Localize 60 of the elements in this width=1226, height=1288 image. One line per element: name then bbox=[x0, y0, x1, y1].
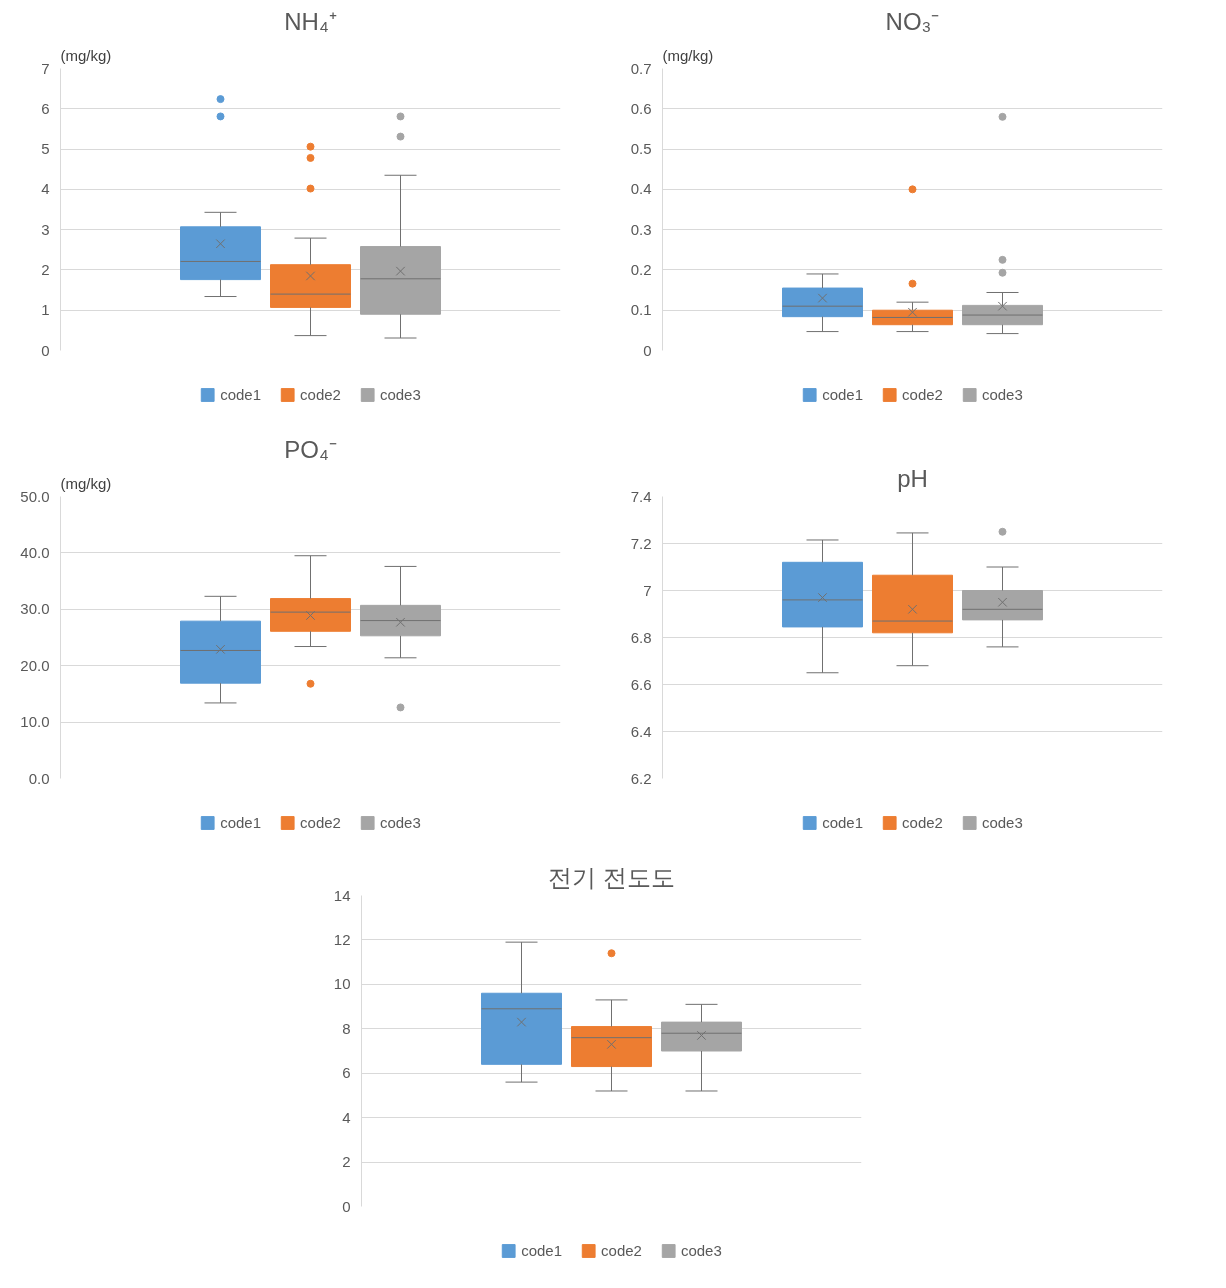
y-tick-label: 0.2 bbox=[630, 260, 652, 278]
legend-label: code3 bbox=[379, 813, 421, 831]
legend-label: code1 bbox=[521, 1241, 563, 1259]
y-tick-label: 14 bbox=[333, 886, 351, 904]
chart-title: pH bbox=[897, 464, 928, 492]
y-tick-label: 6.2 bbox=[630, 769, 652, 787]
legend-label: code2 bbox=[300, 385, 341, 403]
y-tick-label: 0.3 bbox=[630, 220, 652, 238]
y-tick-label: 10 bbox=[333, 975, 351, 993]
y-tick-label: 0.7 bbox=[630, 59, 652, 77]
chart-title: NH₄⁺ bbox=[284, 7, 337, 35]
legend-label: code3 bbox=[379, 385, 421, 403]
y-tick-label: 7.4 bbox=[630, 487, 652, 505]
y-tick-label: 20.0 bbox=[20, 656, 50, 674]
y-tick-label: 6.6 bbox=[630, 675, 652, 693]
y-tick-label: 6 bbox=[41, 99, 50, 117]
y-axis-title: (mg/kg) bbox=[60, 474, 112, 492]
legend-label: code3 bbox=[981, 385, 1023, 403]
y-tick-label: 12 bbox=[333, 930, 351, 948]
chart-title: PO₄⁻ bbox=[284, 435, 337, 463]
y-tick-label: 10.0 bbox=[20, 713, 50, 731]
y-tick-label: 2 bbox=[41, 260, 50, 278]
chart-title: 전기 전도도 bbox=[548, 863, 675, 891]
legend-label: code1 bbox=[220, 813, 262, 831]
y-axis-title: (mg/kg) bbox=[662, 46, 714, 64]
y-tick-label: 3 bbox=[41, 220, 50, 238]
y-tick-label: 2 bbox=[342, 1153, 351, 1171]
y-tick-label: 7 bbox=[643, 581, 652, 599]
legend-label: code1 bbox=[220, 385, 262, 403]
chart-title: NO₃⁻ bbox=[885, 7, 940, 35]
legend-label: code2 bbox=[300, 813, 341, 831]
y-tick-label: 0.0 bbox=[28, 769, 50, 787]
y-tick-label: 6 bbox=[342, 1064, 351, 1082]
y-tick-label: 0 bbox=[41, 341, 50, 359]
y-tick-label: 0 bbox=[342, 1197, 351, 1215]
legend-label: code1 bbox=[822, 813, 864, 831]
y-tick-label: 7.2 bbox=[630, 534, 652, 552]
y-tick-label: 8 bbox=[342, 1019, 351, 1037]
y-tick-label: 7 bbox=[41, 59, 50, 77]
y-tick-label: 6.8 bbox=[630, 628, 652, 646]
y-tick-label: 0.1 bbox=[630, 301, 652, 319]
y-tick-label: 4 bbox=[41, 180, 50, 198]
y-tick-label: 6.4 bbox=[630, 722, 652, 740]
legend-label: code3 bbox=[981, 813, 1023, 831]
y-tick-label: 50.0 bbox=[20, 487, 50, 505]
y-tick-label: 0.6 bbox=[630, 99, 652, 117]
legend-label: code2 bbox=[902, 385, 943, 403]
legend-label: code1 bbox=[822, 385, 864, 403]
y-tick-label: 0 bbox=[643, 341, 652, 359]
legend-label: code2 bbox=[601, 1241, 642, 1259]
y-tick-label: 4 bbox=[342, 1108, 351, 1126]
y-tick-label: 0.4 bbox=[630, 180, 652, 198]
legend-label: code2 bbox=[902, 813, 943, 831]
y-axis-title: (mg/kg) bbox=[60, 46, 112, 64]
y-tick-label: 1 bbox=[41, 301, 50, 319]
y-tick-label: 5 bbox=[41, 140, 50, 158]
y-tick-label: 40.0 bbox=[20, 543, 50, 561]
y-tick-label: 30.0 bbox=[20, 600, 50, 618]
legend-label: code3 bbox=[680, 1241, 722, 1259]
y-tick-label: 0.5 bbox=[630, 140, 652, 158]
